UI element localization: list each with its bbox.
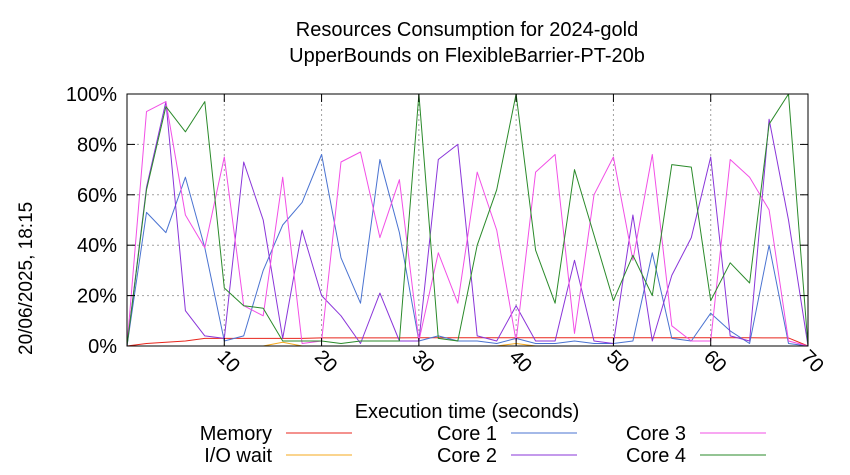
legend-label: Core 2 xyxy=(437,445,497,467)
legend-label: Memory xyxy=(200,423,272,445)
legend-label: Core 4 xyxy=(626,445,686,467)
series-layer xyxy=(126,93,809,347)
x-tick-label: 20 xyxy=(310,346,341,377)
plot-frame xyxy=(126,93,809,347)
y-tick-label: 80% xyxy=(77,134,117,156)
x-tick-label: 50 xyxy=(602,346,633,377)
axis-ticks: 0% 20% 40% 60% 80% 100% 10 20 30 40 50 60 70 xyxy=(66,84,828,377)
y-tick-label: 40% xyxy=(77,235,117,257)
x-tick-label: 40 xyxy=(505,346,536,377)
series-line-core-3 xyxy=(126,101,809,347)
chart-title: Resources Consumption for 2024-gold xyxy=(296,19,638,41)
x-tick-label: 10 xyxy=(213,346,244,377)
legend-item: I/O wait xyxy=(204,445,352,467)
y-tick-label: 100% xyxy=(66,84,117,106)
grid-lines xyxy=(127,94,808,346)
legend-item: Core 2 xyxy=(437,445,577,467)
series-line-core-1 xyxy=(126,154,809,347)
legend-item: Core 1 xyxy=(437,423,577,445)
x-tick-label: 70 xyxy=(796,346,827,377)
x-axis-label: Execution time (seconds) xyxy=(355,401,580,423)
legend-item: Core 3 xyxy=(626,423,766,445)
legend-item: Core 4 xyxy=(626,445,766,467)
series-line-i-o-wait xyxy=(127,341,808,347)
series-line-memory xyxy=(126,337,809,347)
y-tick-label: 60% xyxy=(77,185,117,207)
legend-item: Memory xyxy=(200,423,352,445)
series-line-core-2 xyxy=(126,101,809,347)
x-tick-label: 30 xyxy=(407,346,438,377)
x-tick-label: 60 xyxy=(699,346,730,377)
y-tick-label: 20% xyxy=(77,286,117,308)
legend-label: Core 1 xyxy=(437,423,497,445)
chart-subtitle: UpperBounds on FlexibleBarrier-PT-20b xyxy=(289,45,645,67)
y-tick-label: 0% xyxy=(88,336,117,358)
legend-label: Core 3 xyxy=(626,423,686,445)
series-line-core-4 xyxy=(126,93,809,347)
legend-label: I/O wait xyxy=(204,445,272,467)
side-timestamp: 20/06/2025, 18:15 xyxy=(16,202,37,355)
